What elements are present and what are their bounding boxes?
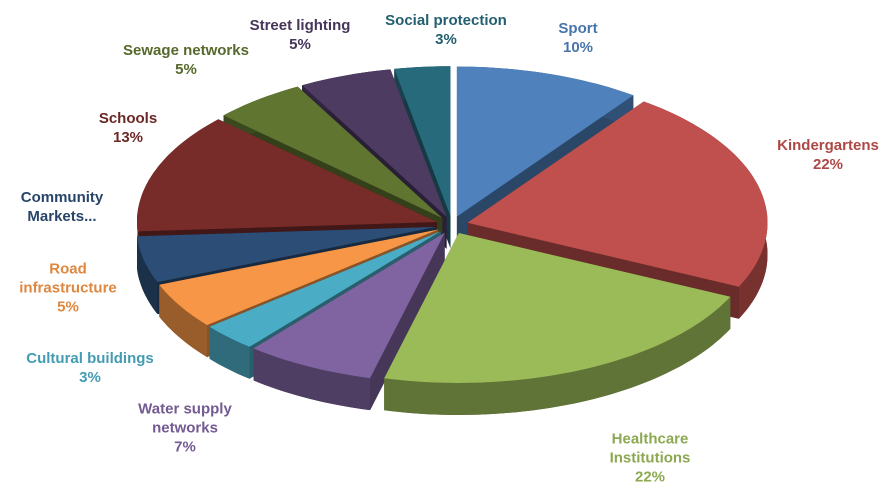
value-label: 13%: [112, 129, 144, 146]
slice-label: Social protection 3%: [361, 11, 531, 49]
category-name: Healthcare Institutions: [609, 430, 691, 467]
category-name: Schools: [98, 110, 158, 127]
value-label: 7%: [174, 438, 196, 456]
slice-label: Schools 13%: [83, 109, 173, 147]
value-label: 5%: [175, 61, 197, 78]
value-label: 5%: [57, 298, 79, 316]
value-label: 3%: [435, 31, 457, 48]
slice-rim: [137, 236, 158, 315]
slice-rim: [209, 326, 250, 379]
slice-label: Community Markets...: [2, 188, 122, 226]
slice: [456, 66, 634, 217]
slice: [302, 69, 447, 217]
category-name: Cultural buildings: [26, 350, 154, 367]
slice-rim: [159, 284, 208, 358]
category-name: Street lighting: [249, 17, 351, 34]
slice-label: Kindergartens 22%: [758, 136, 893, 174]
slice: [394, 66, 451, 217]
slice-label: Healthcare Institutions 22%: [585, 430, 715, 487]
value-label: 3%: [79, 369, 101, 386]
category-name: Sewage networks: [123, 42, 249, 59]
slice: [223, 86, 443, 218]
slice-rim: [384, 296, 731, 415]
value-label: 22%: [634, 468, 666, 486]
slice: [209, 231, 441, 347]
category-name: Road infrastructure: [19, 260, 117, 297]
slice-label: Sport 10%: [538, 19, 618, 57]
value-label: 22%: [812, 156, 844, 173]
slice-label: Sewage networks 5%: [111, 41, 261, 79]
value-label: 5%: [289, 36, 311, 53]
category-name: Community Markets...: [20, 189, 104, 225]
slice-label: Street lighting 5%: [235, 16, 365, 54]
category-name: Sport: [558, 20, 598, 37]
slice: [159, 229, 439, 326]
slice: [253, 232, 445, 379]
slice-label: Road infrastructure 5%: [13, 260, 123, 317]
category-name: Kindergartens: [777, 137, 879, 154]
value-label: 10%: [562, 39, 594, 56]
slice-label: Water supply networks 7%: [110, 400, 260, 457]
slice-label: Cultural buildings 3%: [5, 349, 175, 387]
category-name: Social protection: [385, 12, 507, 29]
slice-side: [370, 232, 445, 411]
slice: [137, 119, 437, 232]
slice-rim: [253, 348, 371, 411]
slice: [384, 233, 731, 383]
category-name: Water supply networks: [138, 400, 232, 437]
slice: [137, 226, 437, 283]
slice: [467, 101, 768, 287]
